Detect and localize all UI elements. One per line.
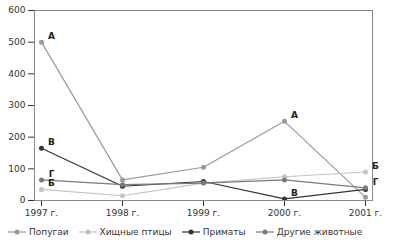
svg-text:1999 г.: 1999 г. [187, 208, 220, 218]
svg-text:Г: Г [49, 169, 55, 179]
html-text:Попугаи: Попугаи [29, 227, 69, 237]
svg-text:400: 400 [8, 69, 25, 79]
svg-text:А: А [291, 110, 298, 120]
svg-text:300: 300 [8, 100, 25, 110]
svg-text:500: 500 [8, 37, 25, 47]
svg-text:Г: Г [373, 177, 379, 187]
svg-text:1998 г.: 1998 г. [106, 208, 139, 218]
svg-text:600: 600 [8, 5, 25, 15]
svg-text:2000 г.: 2000 г. [268, 208, 301, 218]
svg-text:Б: Б [372, 161, 379, 171]
svg-text:2001 г.: 2001 г. [349, 208, 382, 218]
html-text:Хищные птицы: Хищные птицы [99, 227, 172, 237]
svg-text:В: В [291, 188, 298, 198]
svg-text:100: 100 [8, 164, 25, 174]
svg-text:В: В [48, 137, 55, 147]
svg-text:А: А [48, 31, 55, 41]
svg-text:200: 200 [8, 132, 25, 142]
svg-text:0: 0 [20, 195, 26, 205]
html-text:Приматы: Приматы [202, 227, 246, 237]
svg-text:Б: Б [48, 178, 55, 188]
html-text:Другие животные: Другие животные [276, 227, 363, 237]
svg-text:1997 г.: 1997 г. [25, 208, 58, 218]
